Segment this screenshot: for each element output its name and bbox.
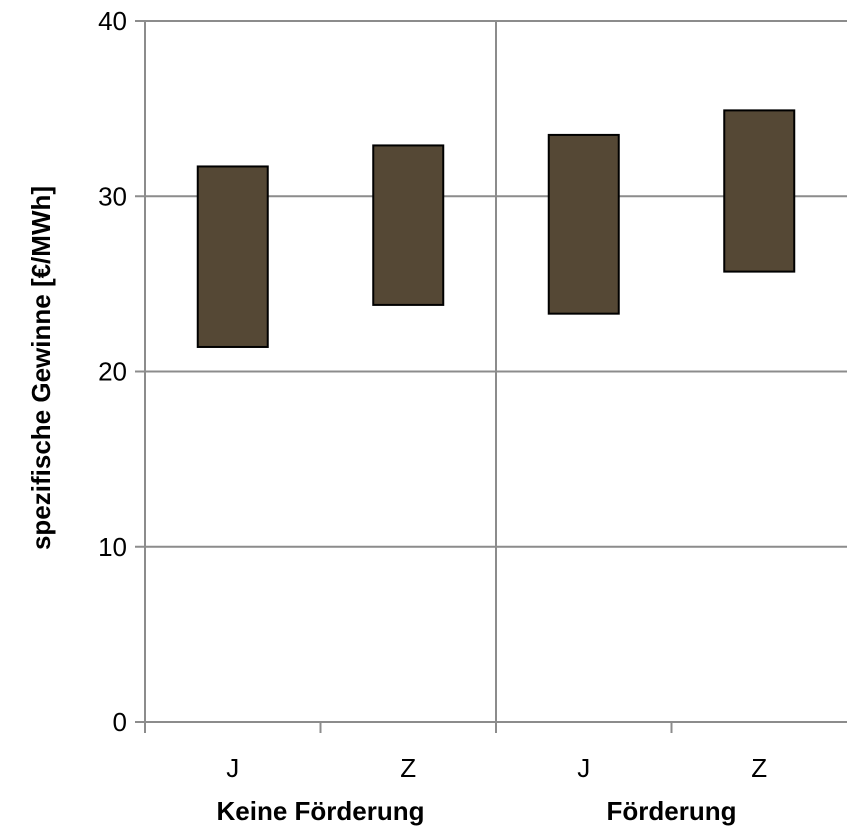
bar-1 — [196, 165, 269, 348]
x-category-label: J — [577, 753, 590, 783]
bar-3 — [547, 133, 620, 315]
y-tick-label: 0 — [113, 707, 127, 737]
bar-4 — [723, 109, 796, 273]
y-axis-title: spezifische Gewinne [€/MWh] — [26, 186, 56, 550]
y-tick-label: 20 — [98, 357, 127, 387]
x-category-label: Z — [751, 753, 767, 783]
axes — [135, 20, 847, 733]
x-group-label: Keine Förderung — [216, 796, 424, 826]
bars — [196, 109, 796, 348]
labels: 0 10 20 30 40 J Z J Z Keine Förderung Förderung — [98, 6, 767, 826]
y-tick-label: 40 — [98, 6, 127, 36]
y-tick-label: 10 — [98, 532, 127, 562]
x-category-label: J — [226, 753, 239, 783]
y-tick-label: 30 — [98, 181, 127, 211]
x-group-label: Förderung — [607, 796, 737, 826]
bar-2 — [372, 144, 445, 306]
x-category-label: Z — [400, 753, 416, 783]
